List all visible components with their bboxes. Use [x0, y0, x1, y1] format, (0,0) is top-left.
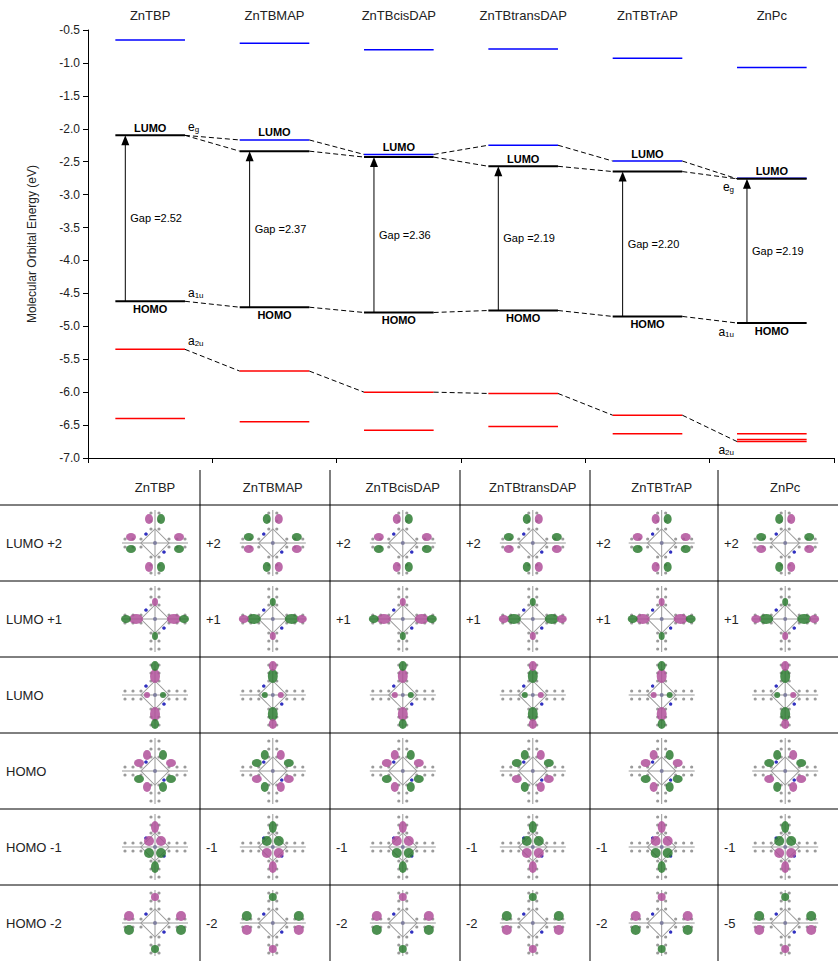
svg-text:Molecular Orbital Energy (eV): Molecular Orbital Energy (eV) [25, 165, 39, 323]
svg-text:a: a [188, 333, 195, 348]
svg-text:2u: 2u [725, 448, 734, 457]
svg-text:a: a [718, 325, 725, 339]
svg-text:-2.0: -2.0 [59, 122, 80, 136]
svg-text:-2: -2 [206, 916, 218, 931]
svg-text:ZnTBP: ZnTBP [130, 8, 170, 23]
svg-text:ZnTBtransDAP: ZnTBtransDAP [479, 8, 566, 23]
svg-text:LUMO: LUMO [383, 141, 416, 153]
svg-text:ZnTBcisDAP: ZnTBcisDAP [362, 8, 436, 23]
svg-text:LUMO +1: LUMO +1 [6, 612, 62, 627]
svg-text:LUMO: LUMO [631, 148, 664, 160]
svg-text:-4.0: -4.0 [59, 253, 80, 267]
svg-text:e: e [723, 180, 730, 194]
svg-text:+2: +2 [466, 536, 481, 551]
svg-text:-3.0: -3.0 [59, 188, 80, 202]
svg-text:1u: 1u [195, 291, 204, 300]
svg-text:+1: +1 [206, 612, 221, 627]
svg-text:Gap =2.19: Gap =2.19 [503, 232, 555, 244]
svg-text:HOMO: HOMO [133, 303, 168, 315]
svg-text:+1: +1 [596, 612, 611, 627]
svg-text:HOMO -2: HOMO -2 [6, 916, 62, 931]
svg-text:LUMO: LUMO [756, 165, 789, 177]
svg-text:-6.5: -6.5 [59, 418, 80, 432]
svg-text:-1.0: -1.0 [59, 56, 80, 70]
svg-text:+1: +1 [724, 612, 739, 627]
svg-text:LUMO: LUMO [6, 688, 44, 703]
svg-text:-1: -1 [724, 840, 736, 855]
svg-text:-1: -1 [336, 840, 348, 855]
svg-text:HOMO: HOMO [630, 318, 665, 330]
svg-text:+2: +2 [336, 536, 351, 551]
svg-text:-1: -1 [466, 840, 478, 855]
svg-text:-3.5: -3.5 [59, 221, 80, 235]
svg-text:HOMO: HOMO [755, 325, 790, 337]
svg-text:ZnPc: ZnPc [757, 8, 788, 23]
svg-text:ZnTBtransDAP: ZnTBtransDAP [489, 480, 576, 495]
svg-text:-2: -2 [466, 916, 478, 931]
svg-text:+2: +2 [724, 536, 739, 551]
svg-text:+1: +1 [466, 612, 481, 627]
svg-text:ZnTBMAP: ZnTBMAP [245, 8, 305, 23]
svg-text:ZnTBTrAP: ZnTBTrAP [617, 8, 678, 23]
svg-text:-2.5: -2.5 [59, 155, 80, 169]
svg-text:+2: +2 [206, 536, 221, 551]
svg-text:HOMO: HOMO [257, 309, 292, 321]
svg-text:+2: +2 [596, 536, 611, 551]
svg-text:ZnTBTrAP: ZnTBTrAP [631, 480, 692, 495]
svg-text:-1: -1 [596, 840, 608, 855]
svg-text:Gap =2.36: Gap =2.36 [379, 229, 431, 241]
svg-text:g: g [195, 125, 199, 134]
svg-text:ZnTBMAP: ZnTBMAP [243, 480, 303, 495]
svg-text:-6.0: -6.0 [59, 385, 80, 399]
svg-text:Gap =2.19: Gap =2.19 [752, 245, 804, 257]
svg-text:2u: 2u [195, 339, 204, 348]
svg-text:-2: -2 [336, 916, 348, 931]
svg-text:-4.5: -4.5 [59, 286, 80, 300]
svg-text:ZnPc: ZnPc [770, 480, 801, 495]
svg-text:HOMO: HOMO [6, 764, 46, 779]
svg-text:ZnTBP: ZnTBP [135, 480, 175, 495]
svg-text:e: e [188, 119, 195, 134]
svg-text:HOMO -1: HOMO -1 [6, 840, 62, 855]
svg-text:LUMO: LUMO [134, 122, 167, 134]
svg-text:Gap =2.52: Gap =2.52 [130, 212, 182, 224]
svg-text:HOMO: HOMO [382, 314, 417, 326]
svg-text:ZnTBcisDAP: ZnTBcisDAP [366, 480, 440, 495]
svg-text:-5.0: -5.0 [59, 319, 80, 333]
svg-text:+1: +1 [336, 612, 351, 627]
svg-text:Gap =2.37: Gap =2.37 [255, 223, 307, 235]
svg-text:HOMO: HOMO [506, 312, 541, 324]
svg-text:g: g [730, 185, 734, 194]
svg-text:-2: -2 [596, 916, 608, 931]
svg-text:-5.5: -5.5 [59, 352, 80, 366]
svg-text:a: a [718, 443, 725, 457]
svg-text:-0.5: -0.5 [59, 23, 80, 37]
svg-text:Gap =2.20: Gap =2.20 [628, 238, 680, 250]
svg-text:LUMO +2: LUMO +2 [6, 536, 62, 551]
svg-text:a: a [188, 285, 195, 300]
svg-text:-5: -5 [724, 916, 736, 931]
svg-text:LUMO: LUMO [507, 153, 540, 165]
svg-text:-1: -1 [206, 840, 218, 855]
svg-text:-7.0: -7.0 [59, 451, 80, 465]
svg-text:-1.5: -1.5 [59, 89, 80, 103]
svg-text:1u: 1u [725, 330, 734, 339]
svg-text:LUMO: LUMO [258, 126, 291, 138]
